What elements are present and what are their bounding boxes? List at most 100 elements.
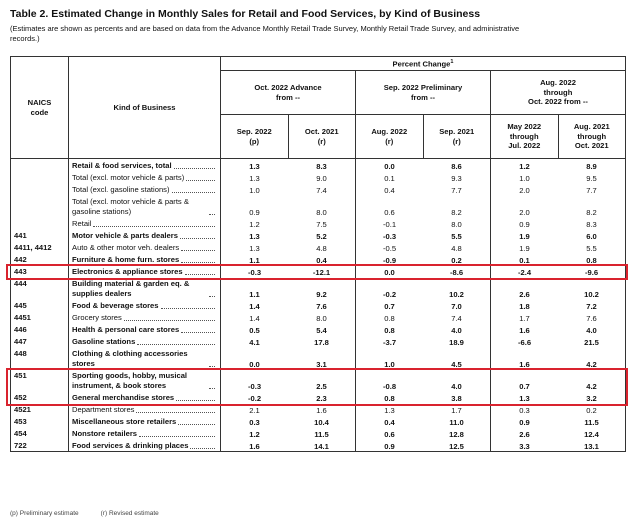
business-label: Nonstore retailers — [72, 429, 137, 438]
percent-value: 5.5 — [451, 232, 462, 241]
percent-value: 9.3 — [451, 174, 462, 183]
label-wrap: Nonstore retailers — [72, 429, 217, 439]
value-cell: 0.0 — [355, 158, 423, 171]
business-label: Department stores — [72, 405, 135, 414]
footer: (p) Preliminary estimate (r) Revised esti… — [10, 510, 181, 517]
business-label: Gasoline stations — [72, 337, 136, 346]
leader-dots — [173, 168, 215, 169]
percent-value: 2.5 — [316, 382, 327, 391]
value-cell: 3.3 — [490, 439, 558, 452]
percent-value: 9.5 — [586, 174, 597, 183]
value-cell: 0.3 — [490, 403, 558, 415]
percent-value: 7.6 — [586, 314, 597, 323]
code-cell: 4451 — [10, 311, 69, 323]
value-cell: 0.3 — [220, 415, 288, 427]
percent-value: 0.9 — [249, 208, 260, 217]
percent-value: 0.0 — [384, 268, 395, 277]
value-cell: -0.2 — [355, 277, 423, 299]
percent-value: 1.1 — [249, 256, 260, 265]
value-cell: 11.0 — [423, 415, 491, 427]
percent-value: 1.9 — [519, 232, 530, 241]
business-cell: Building material & garden eq. & supplie… — [68, 277, 221, 299]
percent-change-text: Percent Change — [392, 59, 451, 69]
percent-value: 7.0 — [451, 302, 462, 311]
percent-value: 12.5 — [449, 442, 464, 451]
value-cell: 1.3 — [220, 158, 288, 171]
naics-code: 443 — [14, 267, 27, 276]
table-row: Retail 1.2 7.5 -0.1 8.0 0.9 8.3 — [10, 217, 626, 229]
percent-value: 1.0 — [249, 186, 260, 195]
value-cell: 1.1 — [220, 253, 288, 265]
label-wrap: Miscellaneous store retailers — [72, 417, 217, 427]
percent-value: 9.0 — [316, 174, 327, 183]
code-cell — [10, 195, 69, 217]
code-cell — [10, 171, 69, 183]
leader-dots — [136, 412, 215, 413]
percent-value: 0.0 — [249, 360, 260, 369]
table-row: 441 Motor vehicle & parts dealers 1.3 5.2 -0… — [10, 229, 626, 241]
value-cell: 10.2 — [423, 277, 491, 299]
value-cell: 11.5 — [288, 427, 356, 439]
value-cell: 1.2 — [220, 427, 288, 439]
percent-value: 2.1 — [249, 406, 260, 415]
percent-value: -0.3 — [247, 268, 262, 277]
label-wrap: Gasoline stations — [72, 337, 217, 347]
value-cell: 0.9 — [490, 217, 558, 229]
value-cell: -0.3 — [220, 265, 288, 277]
table-row: 4411, 4412 Auto & other motor veh. dealer… — [10, 241, 626, 253]
percent-value: -0.2 — [247, 394, 262, 403]
value-cell: 1.4 — [220, 311, 288, 323]
table-title: Table 2. Estimated Change in Monthly Sal… — [10, 8, 481, 20]
naics-code: 454 — [14, 429, 27, 438]
business-cell: Electronics & appliance stores — [68, 265, 221, 277]
percent-value: -9.6 — [584, 268, 599, 277]
value-cell: 4.8 — [423, 241, 491, 253]
label-wrap: General merchandise stores — [72, 393, 217, 403]
percent-value: 7.7 — [586, 186, 597, 195]
value-cell: 0.9 — [490, 415, 558, 427]
label-wrap: Food & beverage stores — [72, 301, 217, 311]
business-label: Clothing & clothing accessories stores — [72, 349, 188, 368]
value-cell: 2.6 — [490, 427, 558, 439]
percent-value: 8.0 — [316, 314, 327, 323]
percent-value: 3.2 — [586, 394, 597, 403]
business-cell: Retail — [68, 217, 221, 229]
percent-value: 0.3 — [249, 418, 260, 427]
leader-dots — [123, 320, 215, 321]
value-cell: 8.0 — [288, 311, 356, 323]
percent-value: 0.8 — [384, 314, 395, 323]
naics-code: 442 — [14, 255, 27, 264]
label-wrap: Total (excl. motor vehicle & parts & gas… — [72, 197, 217, 217]
percent-change-header: Percent Change1 — [220, 56, 626, 71]
percent-value: 8.9 — [586, 162, 597, 171]
percent-value: -3.7 — [382, 338, 397, 347]
label-wrap: Auto & other motor veh. dealers — [72, 243, 217, 253]
value-cell: 8.9 — [558, 158, 626, 171]
value-cell: 1.6 — [220, 439, 288, 452]
value-cell: 4.1 — [220, 335, 288, 347]
leader-dots — [171, 192, 215, 193]
footnote: (r) Revised estimate — [100, 510, 159, 517]
naics-code: 452 — [14, 393, 27, 402]
business-cell: Retail & food services, total — [68, 158, 221, 171]
code-cell: 452 — [10, 391, 69, 403]
percent-value: 0.9 — [519, 418, 530, 427]
value-cell: 0.6 — [355, 195, 423, 217]
naics-code: 722 — [14, 441, 27, 450]
percent-value: 1.1 — [249, 290, 260, 299]
value-cell: 6.0 — [558, 229, 626, 241]
percent-value: 0.4 — [384, 418, 395, 427]
leader-dots — [137, 344, 215, 345]
percent-value: 5.2 — [316, 232, 327, 241]
percent-value: 5.4 — [316, 326, 327, 335]
percent-value: 5.5 — [586, 244, 597, 253]
table-row: 447 Gasoline stations 4.1 17.8 -3.7 18.9 -6.6 2… — [10, 335, 626, 347]
business-label: Health & personal care stores — [72, 325, 180, 334]
value-cell: -0.3 — [220, 369, 288, 391]
business-cell: Department stores — [68, 403, 221, 415]
percent-value: 1.6 — [316, 406, 327, 415]
percent-value: 0.2 — [451, 256, 462, 265]
label-wrap: Health & personal care stores — [72, 325, 217, 335]
code-cell: 4411, 4412 — [10, 241, 69, 253]
code-cell: 444 — [10, 277, 69, 299]
